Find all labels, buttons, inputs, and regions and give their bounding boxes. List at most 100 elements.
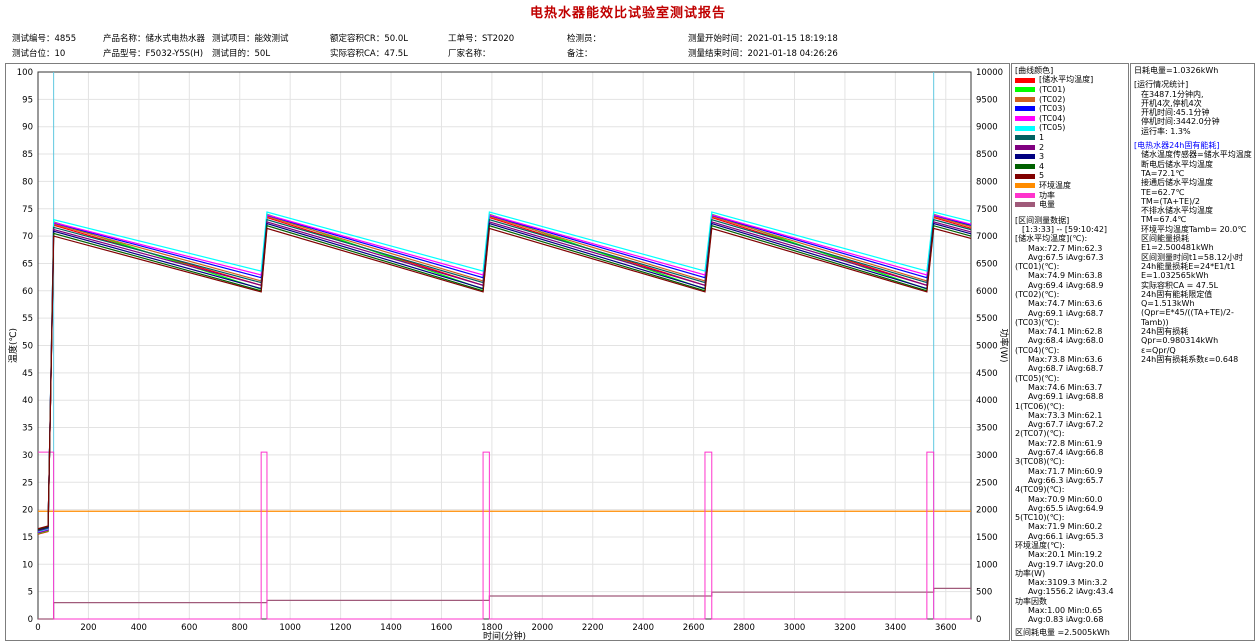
legend-swatch — [1015, 97, 1035, 102]
legend-item: 2 — [1012, 142, 1128, 152]
y-tick-label: 40 — [22, 396, 33, 406]
legend-swatch — [1015, 174, 1035, 179]
info-row1-1: 产品名称：储水式电热水器 — [103, 32, 205, 44]
stat-line: Avg:69.4 iAvg:68.9 — [1012, 281, 1128, 290]
y2-tick-label: 7500 — [976, 205, 998, 215]
legend-label: 2 — [1039, 143, 1044, 152]
y2-tick-label: 4000 — [976, 396, 998, 406]
x-tick-label: 200 — [80, 623, 96, 633]
y2-tick-label: 6000 — [976, 287, 998, 297]
y-tick-label: 5 — [28, 588, 33, 598]
report-title: 电热水器能效比试验室测试报告 — [0, 2, 1256, 21]
x-tick-label: 1600 — [431, 623, 453, 633]
legend-item: (TC04) — [1012, 114, 1128, 124]
energy-stats: 储水温度传感器=储水平均温度 断电后储水平均温度TA=72.1℃ 接通后储水平均温度… — [1131, 150, 1254, 364]
legend-swatch — [1015, 164, 1035, 169]
energy-line: 区间测量时间t1=58.12小时 — [1131, 253, 1254, 262]
stat-line: Max:74.1 Min:62.8 — [1012, 327, 1128, 336]
y2-tick-label: 3500 — [976, 424, 998, 434]
y2-tick-label: 3000 — [976, 451, 998, 461]
stat-line: Max:71.7 Min:60.9 — [1012, 467, 1128, 476]
stat-line: Max:70.9 Min:60.0 — [1012, 495, 1128, 504]
info-row2-2: 测试目的：50L — [212, 47, 270, 59]
stat-line: Avg:65.5 iAvg:64.9 — [1012, 504, 1128, 513]
y-tick-label: 70 — [22, 232, 33, 242]
legend-label: (TC04) — [1039, 114, 1065, 123]
y-tick-label: 60 — [22, 287, 33, 297]
x-tick-label: 1400 — [380, 623, 402, 633]
info-row2-4: 厂家名称： — [448, 47, 491, 59]
legend-item: 1 — [1012, 133, 1128, 143]
stat-line: 5(TC10)(℃): — [1012, 513, 1128, 522]
energy-line: 24h能量损耗E=24*E1/t1 — [1131, 262, 1254, 271]
legend-swatch — [1015, 116, 1035, 121]
stat-line: 1(TC06)(℃): — [1012, 402, 1128, 411]
energy-line: (Qpr=E*45/((TA+TE)/2-Tamb)) — [1131, 308, 1254, 327]
legend-label: [储水平均温度] — [1039, 75, 1093, 84]
series-temp-4 — [38, 226, 971, 530]
legend-label: 1 — [1039, 133, 1044, 142]
info-row1-3: 额定容积CR：50.0L — [330, 32, 408, 44]
stat-line: [区间测量数据] — [1012, 216, 1128, 225]
legend-label: (TC05) — [1039, 123, 1065, 132]
info-row1-2: 测试项目：能效测试 — [212, 32, 289, 44]
interval-energy: 区间耗电量 =2.5005kWh — [1015, 628, 1110, 637]
x-tick-label: 0 — [35, 623, 40, 633]
run-line: 运行率: 1.3% — [1131, 127, 1254, 136]
stat-line: Avg:66.1 iAvg:65.3 — [1012, 532, 1128, 541]
y2-tick-label: 5000 — [976, 342, 998, 352]
info-row1-5: 检测员： — [567, 32, 601, 44]
stat-line: Max:74.9 Min:63.8 — [1012, 271, 1128, 280]
y2-tick-label: 9500 — [976, 95, 998, 105]
y-axis-label: 温度(℃) — [7, 328, 19, 363]
y-tick-label: 100 — [17, 68, 33, 78]
y2-tick-label: 1000 — [976, 560, 998, 570]
legend-label: 功率 — [1039, 191, 1055, 200]
y2-axis-label: 功率(W) — [998, 329, 1009, 363]
energy-line: 不排水储水平均温度TM=67.4℃ — [1131, 206, 1254, 225]
legend-label: 电量 — [1039, 200, 1055, 209]
stat-line: [储水平均温度](℃): — [1012, 234, 1128, 243]
stat-line: Avg:19.7 iAvg:20.0 — [1012, 560, 1128, 569]
y-tick-label: 80 — [22, 177, 33, 187]
x-tick-label: 3600 — [935, 623, 957, 633]
y-tick-label: 10 — [22, 560, 33, 570]
legend-swatch — [1015, 87, 1035, 92]
x-tick-label: 1200 — [330, 623, 352, 633]
stat-line: Max:72.8 Min:61.9 — [1012, 439, 1128, 448]
y-tick-label: 45 — [22, 369, 33, 379]
legend-item: (TC05) — [1012, 123, 1128, 133]
legend-label: (TC03) — [1039, 104, 1065, 113]
info-row1-6: 测量开始时间：2021-01-15 18:19:18 — [688, 32, 838, 44]
stat-line: 功率因数 — [1012, 597, 1128, 606]
stat-line: Avg:68.7 iAvg:68.7 — [1012, 364, 1128, 373]
y-tick-label: 15 — [22, 533, 33, 543]
stat-line: Avg:69.1 iAvg:68.8 — [1012, 392, 1128, 401]
x-tick-label: 2800 — [733, 623, 755, 633]
x-tick-label: 3200 — [834, 623, 856, 633]
legend-swatch — [1015, 106, 1035, 111]
info-row2-3: 实际容积CA：47.5L — [330, 47, 408, 59]
legend-label: 5 — [1039, 171, 1044, 180]
stat-line: Max:72.7 Min:62.3 — [1012, 244, 1128, 253]
run-line: 停机时间:3442.0分钟 — [1131, 117, 1254, 126]
y-tick-label: 50 — [22, 342, 33, 352]
x-tick-label: 400 — [131, 623, 147, 633]
series-energy — [38, 588, 971, 619]
legend-item: (TC01) — [1012, 85, 1128, 95]
stat-line: (TC01)(℃): — [1012, 262, 1128, 271]
y2-tick-label: 6500 — [976, 259, 998, 269]
stat-line: Max:73.8 Min:63.6 — [1012, 355, 1128, 364]
info-row2-5: 备注： — [567, 47, 593, 59]
legend-label: (TC01) — [1039, 85, 1065, 94]
energy-line: 接通后储水平均温度TE=62.7℃ — [1131, 178, 1254, 197]
y-tick-label: 30 — [22, 451, 33, 461]
stat-line: Avg:67.5 iAvg:67.3 — [1012, 253, 1128, 262]
x-tick-label: 2400 — [632, 623, 654, 633]
stat-line: (TC04)(℃): — [1012, 346, 1128, 355]
legend-title: [曲线颜色] — [1012, 66, 1128, 75]
energy-line: 区间能量损耗E1=2.500481kWh — [1131, 234, 1254, 253]
legend-swatch — [1015, 193, 1035, 198]
x-tick-label: 2200 — [582, 623, 604, 633]
chart-panel: 0 200 400 600 800 1000 1200 1400 1600 1800 2000 220… — [5, 63, 1010, 641]
